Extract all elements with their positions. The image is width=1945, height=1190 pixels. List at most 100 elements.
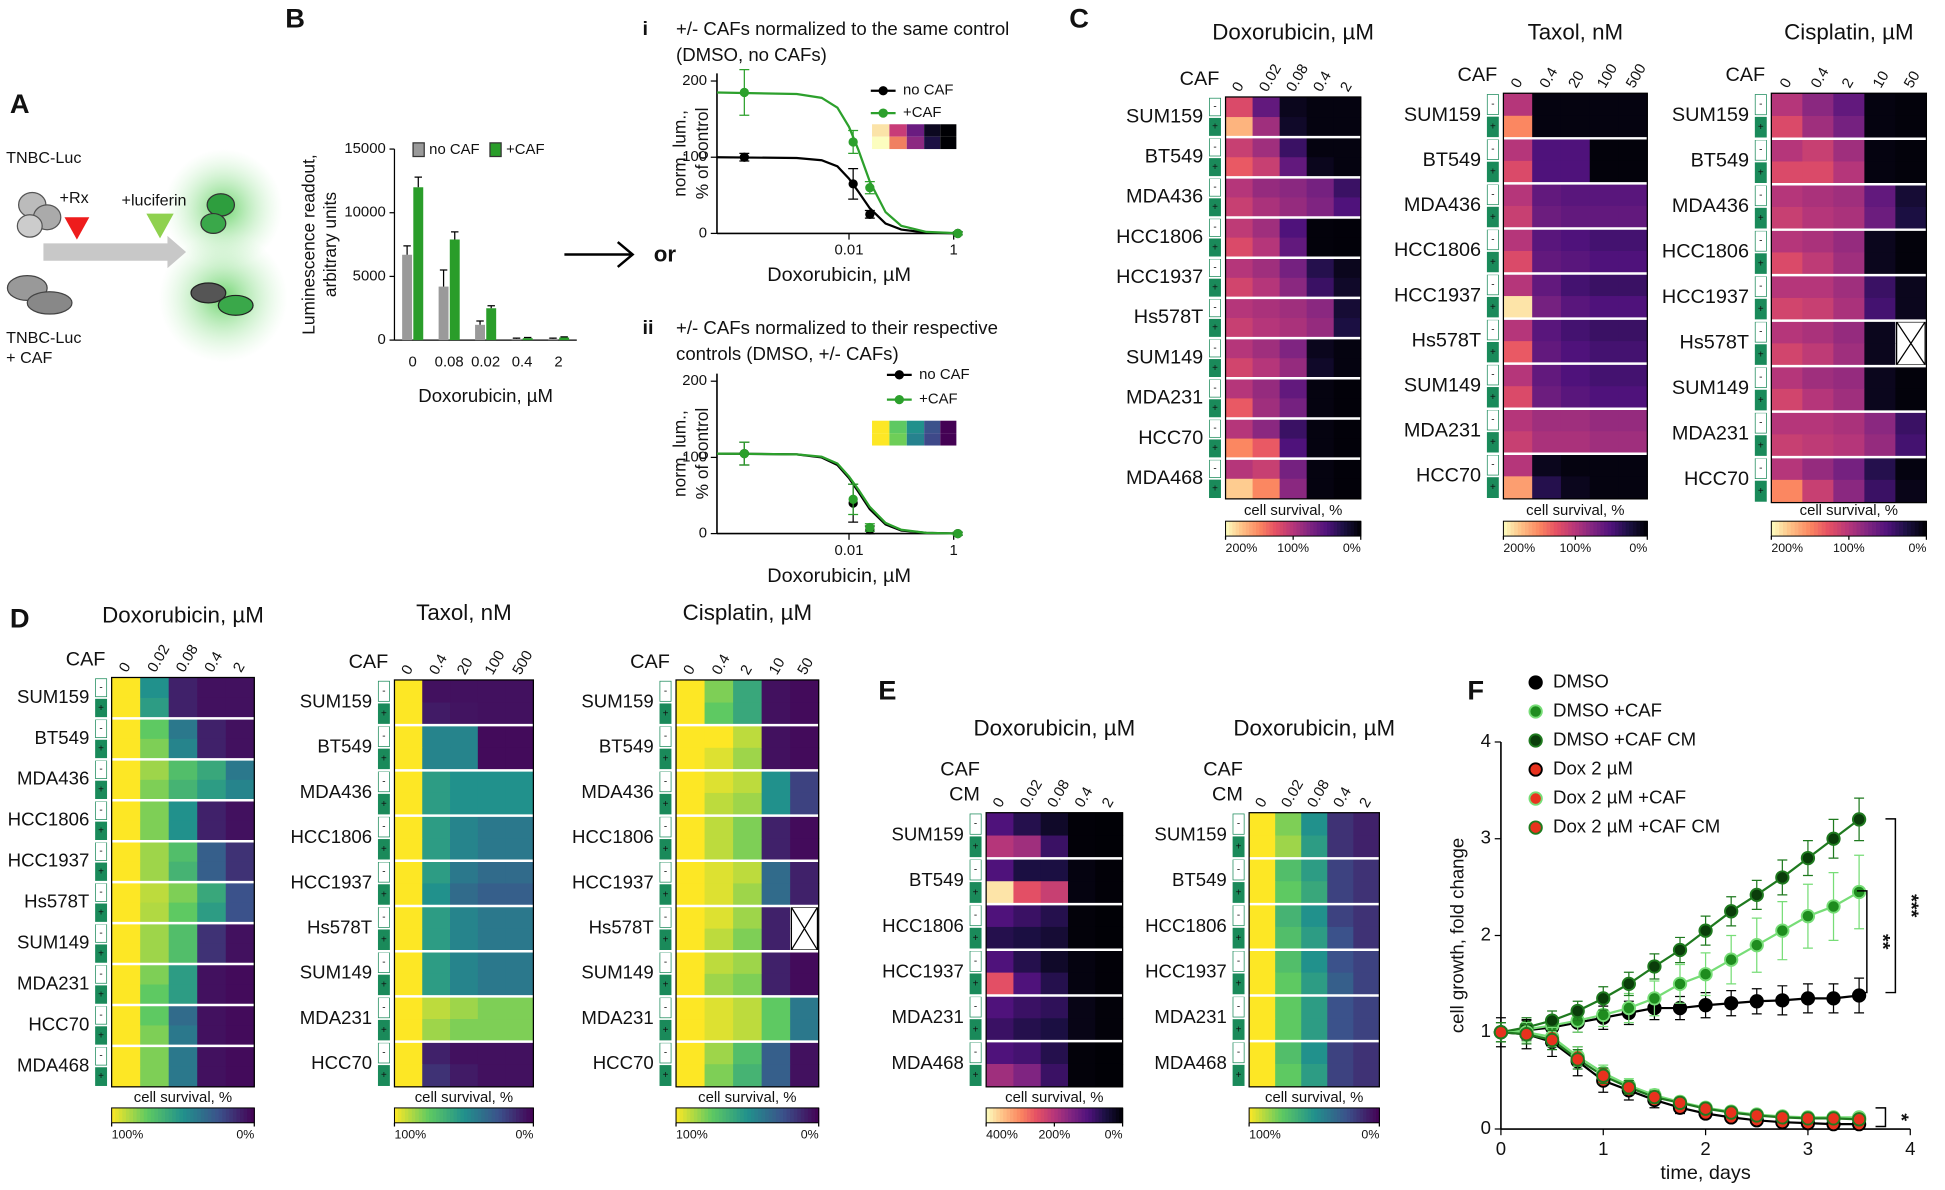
heatmap-cell — [1771, 479, 1803, 504]
heatmap-cell — [1013, 835, 1042, 859]
data-point — [1851, 884, 1867, 900]
row-label: MDA231 — [1404, 419, 1481, 441]
heatmap-cell — [1013, 1018, 1042, 1042]
heatmap-cell — [1225, 297, 1254, 319]
heatmap-cell — [1252, 458, 1281, 480]
heatmap-cell — [1589, 318, 1620, 342]
colorbar-segment — [197, 1107, 202, 1123]
colorbar-tick-label: 0% — [1105, 1127, 1123, 1141]
condition-label: + — [98, 744, 104, 755]
colorbar-tick-label: 100% — [1277, 541, 1309, 555]
colorbar-segment — [1301, 1107, 1306, 1123]
heatmap-cell — [1301, 1041, 1328, 1065]
heatmap-cell — [1589, 296, 1620, 320]
colorbar-segment — [1790, 521, 1796, 537]
heatmap-cell — [1225, 277, 1254, 299]
heatmap-cell — [477, 973, 507, 997]
heatmap-cell — [422, 838, 451, 862]
colorbar-segment — [992, 1107, 997, 1123]
heatmap-cell — [140, 738, 170, 760]
heatmap-cell — [1275, 972, 1302, 996]
condition-label: + — [663, 844, 669, 855]
colorbar-segment — [1013, 1107, 1018, 1123]
colorbar-segment — [193, 1107, 198, 1123]
colorbar-segment — [811, 1107, 816, 1123]
heatmap-cell — [1802, 388, 1834, 413]
heatmap-cell — [1306, 438, 1335, 460]
heatmap-cell — [1333, 318, 1362, 339]
heatmap-cell — [761, 906, 791, 930]
heatmap-cell — [1532, 160, 1562, 184]
heatmap-cell — [1306, 277, 1335, 299]
condition-label: + — [381, 980, 387, 991]
heatmap-title: Cisplatin, µM — [1784, 20, 1913, 45]
heatmap-cell — [1771, 457, 1803, 481]
colorbar-segment — [1879, 521, 1885, 537]
y-axis-label: % of control — [692, 108, 712, 200]
colorbar-segment — [1323, 521, 1328, 537]
colorbar-segment — [460, 1107, 465, 1123]
condition-label: - — [382, 822, 385, 833]
colorbar-segment — [1313, 521, 1318, 537]
heatmap-cell — [1252, 277, 1281, 299]
row-label: HCC1937 — [8, 850, 90, 871]
colorbar-segment — [179, 1107, 184, 1123]
heatmap-cell — [140, 841, 170, 863]
heatmap-cell — [1532, 205, 1562, 229]
bar — [449, 239, 460, 341]
heatmap-cell — [733, 770, 763, 794]
data-point — [1672, 976, 1688, 992]
panel-label: E — [878, 675, 896, 706]
heatmap-cell — [1333, 257, 1362, 279]
condition-label: + — [1236, 979, 1242, 990]
heatmap-cell — [225, 1045, 255, 1067]
heatmap-cell — [477, 702, 507, 726]
heatmap-cell — [1333, 358, 1362, 379]
heatmap-cell — [1306, 217, 1335, 239]
heatmap-cell — [422, 702, 451, 726]
colorbar-segment — [1560, 521, 1566, 537]
heatmap-cell — [1353, 949, 1380, 974]
heatmap-cell — [111, 861, 141, 883]
heatmap-cell — [1771, 184, 1803, 208]
colorbar-segment — [443, 1107, 448, 1123]
heatmap-cell — [1589, 138, 1620, 162]
heatmap-cell — [1864, 161, 1896, 185]
heatmap-cell — [168, 1025, 198, 1047]
heatmap-cell — [168, 759, 198, 781]
cell — [217, 294, 254, 316]
heatmap-cell — [1833, 297, 1865, 322]
condition-label: - — [1237, 819, 1240, 830]
heatmap-cell — [1013, 949, 1042, 974]
colorbar-segment — [1102, 1107, 1107, 1123]
condition-label: + — [1758, 349, 1764, 360]
heatmap-cell — [1532, 431, 1562, 455]
legend-marker — [894, 394, 904, 405]
colorbar-segment — [1040, 1107, 1045, 1123]
heatmap-cell — [225, 984, 255, 1006]
heatmap-cell — [1279, 217, 1308, 239]
heatmap-cell — [1279, 137, 1308, 158]
row-label: HCC1806 — [290, 826, 372, 847]
heatmap-cell — [1503, 363, 1533, 387]
heatmap-cell — [111, 841, 141, 863]
heatmap-cell — [1864, 138, 1896, 162]
heatmap-cell — [676, 996, 706, 1020]
condition-label: - — [99, 846, 102, 857]
colorbar-tick-label: 0% — [1361, 1127, 1379, 1141]
colorbar-segment — [1296, 521, 1301, 537]
colorbar-segment — [1539, 521, 1544, 537]
heatmap-frame — [1248, 812, 1380, 1088]
condition-label: - — [1213, 142, 1216, 153]
colorbar-segment — [1521, 521, 1526, 537]
colorbar-segment — [804, 1107, 809, 1123]
data-point — [1647, 991, 1662, 1006]
heatmap-cell — [394, 770, 423, 794]
colorbar-segment — [1095, 1107, 1100, 1123]
error-bar — [439, 269, 448, 287]
heatmap-cell — [1532, 138, 1562, 162]
heatmap-cell — [1225, 438, 1254, 460]
colorbar-segment — [1860, 521, 1865, 537]
condition-label: + — [1490, 257, 1496, 268]
heatmap-cell — [450, 996, 479, 1020]
